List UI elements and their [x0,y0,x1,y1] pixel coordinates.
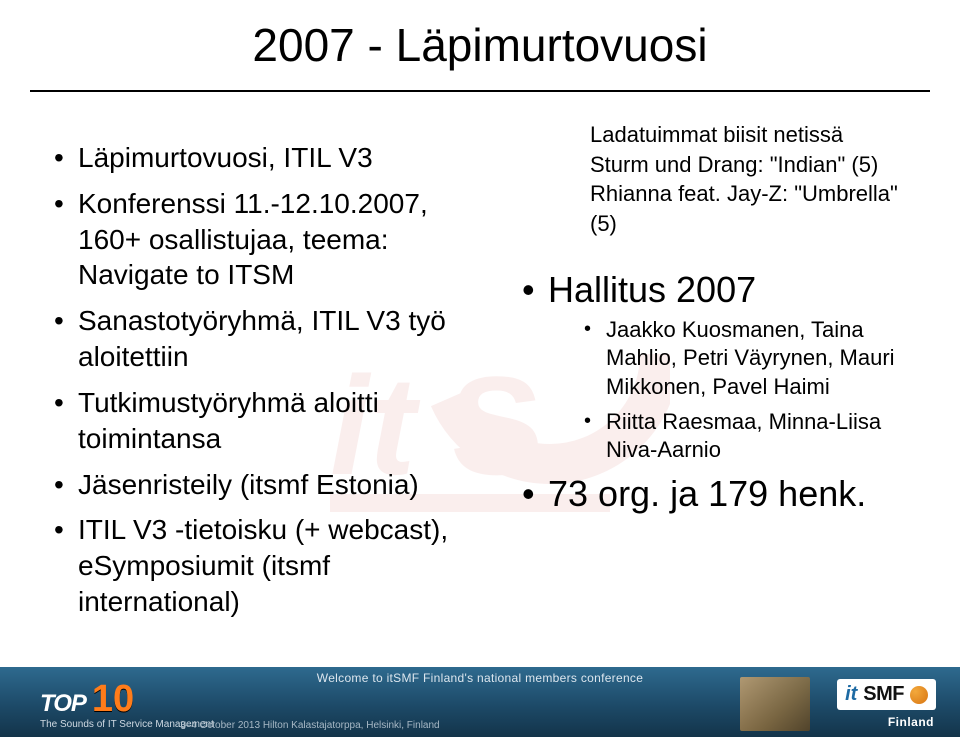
list-item: Läpimurtovuosi, ITIL V3 [50,140,480,176]
slide: it S 2007 - Läpimurtovuosi Läpimurtovuos… [0,0,960,737]
footer-date-venue: 3–4 October 2013 Hilton Kalastajatorppa,… [180,720,440,731]
list-item-label: 73 org. ja 179 henk. [548,473,866,514]
list-item: Sanastotyöryhmä, ITIL V3 työ aloitettiin [50,303,480,375]
sub-list-item: Riitta Raesmaa, Minna-Liisa Niva-Aarnio [584,408,930,465]
itsmf-logo: it SMF [837,679,936,710]
trivia-line: Sturm und Drang: "Indian" (5) [590,150,930,180]
list-item: ITIL V3 -tietoisku (+ webcast), eSymposi… [50,512,480,619]
ten-text: 10 [92,683,134,715]
logo-it: it [845,683,857,706]
footer-banner: Welcome to itSMF Finland's national memb… [0,667,960,737]
right-column: Ladatuimmat biisit netissä Sturm und Dra… [520,120,930,522]
logo-smf: SMF [863,683,904,706]
left-column: Läpimurtovuosi, ITIL V3 Konferenssi 11.-… [50,140,480,630]
list-item-label: Hallitus 2007 [548,269,756,310]
footer-finland: Finland [888,715,934,729]
title-rule [30,90,930,92]
sub-list-item: Jaakko Kuosmanen, Taina Mahlio, Petri Vä… [584,316,930,402]
logo-swoosh-icon [910,686,928,704]
list-item: 73 org. ja 179 henk. [520,471,930,516]
trivia-line: Rhianna feat. Jay-Z: "Umbrella" (5) [590,179,930,238]
list-item: Hallitus 2007 Jaakko Kuosmanen, Taina Ma… [520,267,930,465]
left-bullet-list: Läpimurtovuosi, ITIL V3 Konferenssi 11.-… [50,140,480,620]
trivia-line: Ladatuimmat biisit netissä [590,120,930,150]
sub-list: Jaakko Kuosmanen, Taina Mahlio, Petri Vä… [548,316,930,465]
right-bullet-list: Hallitus 2007 Jaakko Kuosmanen, Taina Ma… [520,267,930,516]
slide-title: 2007 - Läpimurtovuosi [0,18,960,72]
footer-welcome-text: Welcome to itSMF Finland's national memb… [0,671,960,685]
instrument-image [740,677,810,731]
top-text: TOP [40,690,86,718]
list-item: Tutkimustyöryhmä aloitti toimintansa [50,385,480,457]
list-item: Jäsenristeily (itsmf Estonia) [50,467,480,503]
trivia-block: Ladatuimmat biisit netissä Sturm und Dra… [590,120,930,239]
top10-logo: TOP 10 [40,683,134,718]
list-item: Konferenssi 11.-12.10.2007, 160+ osallis… [50,186,480,293]
